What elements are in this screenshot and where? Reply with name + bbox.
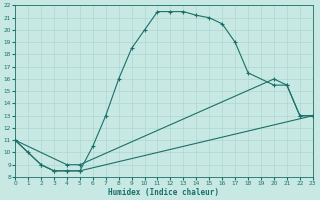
X-axis label: Humidex (Indice chaleur): Humidex (Indice chaleur)	[108, 188, 220, 197]
